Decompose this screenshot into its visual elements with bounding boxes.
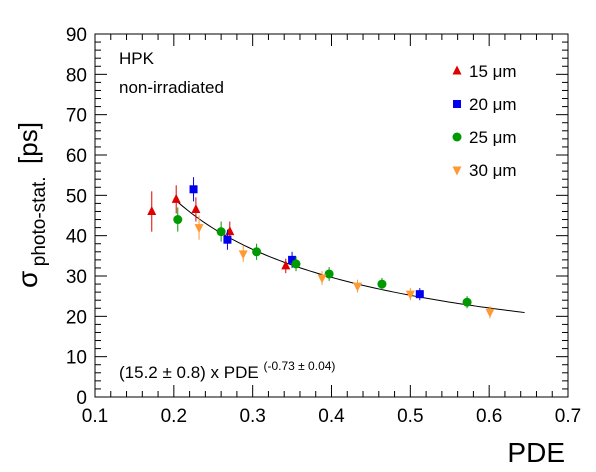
data-point: [191, 203, 201, 213]
data-points: [147, 177, 495, 319]
x-tick-labels: 0.1 0.2 0.3 0.4 0.5 0.6 0.7: [82, 406, 581, 427]
data-point: [281, 260, 291, 270]
legend-label: 20 μm: [469, 95, 517, 114]
data-point: [238, 250, 248, 260]
y-tick-label: 70: [66, 106, 87, 127]
data-point: [225, 226, 235, 236]
series-3: [194, 215, 495, 319]
data-point: [377, 279, 387, 289]
y-axis-title-symbol: σ: [12, 271, 43, 288]
data-point: [324, 269, 334, 279]
axis-ticks: [94, 33, 569, 398]
x-axis-title: PDE: [507, 437, 565, 468]
data-point: [252, 247, 262, 257]
y-tick-label: 80: [66, 65, 87, 86]
y-axis-title-unit: [ps]: [13, 122, 43, 164]
y-tick-label: 20: [66, 307, 87, 328]
fit-formula-base: (15.2 ± 0.8) x PDE: [119, 363, 259, 382]
annotation-hpk: HPK: [119, 49, 155, 68]
legend-marker: [452, 166, 462, 176]
fit-line: [173, 198, 525, 314]
data-point: [189, 185, 198, 194]
y-axis-title: σ photo-stat. [ps]: [12, 122, 50, 288]
legend-label: 25 μm: [469, 128, 517, 147]
data-point: [194, 224, 204, 234]
y-tick-label: 90: [66, 25, 87, 46]
legend-label: 30 μm: [469, 161, 517, 180]
x-tick-label: 0.7: [555, 406, 581, 427]
data-point: [171, 193, 181, 203]
x-tick-label: 0.6: [476, 406, 502, 427]
data-point: [173, 215, 183, 225]
data-point: [223, 235, 232, 244]
y-axis-title-subscript: photo-stat.: [29, 176, 50, 266]
data-point: [485, 308, 495, 318]
fit-curve: [173, 198, 525, 314]
data-point: [291, 259, 301, 269]
y-tick-label: 40: [66, 227, 87, 248]
y-tick-label: 60: [66, 146, 87, 167]
x-tick-label: 0.1: [82, 406, 108, 427]
x-tick-label: 0.2: [161, 406, 187, 427]
legend-marker: [452, 65, 462, 75]
legend: 15 μm 20 μm 25 μm 30 μm: [452, 62, 517, 180]
y-tick-label: 10: [66, 348, 87, 369]
data-point: [415, 290, 424, 299]
data-point: [216, 227, 226, 237]
data-point: [462, 297, 472, 307]
series-2: [173, 207, 472, 309]
legend-marker: [453, 100, 461, 108]
x-tick-label: 0.4: [318, 406, 345, 427]
y-tick-labels: 0 10 20 30 40 50 60 70 80 90: [66, 25, 87, 409]
fit-formula-exponent: (-0.73 ± 0.04): [263, 359, 335, 373]
data-point: [317, 274, 327, 284]
data-point: [405, 290, 415, 300]
fit-formula: (15.2 ± 0.8) x PDE (-0.73 ± 0.04): [119, 359, 335, 382]
y-tick-label: 30: [66, 267, 87, 288]
legend-label: 15 μm: [469, 62, 517, 81]
data-point: [288, 255, 297, 264]
annotation-non-irradiated: non-irradiated: [119, 78, 224, 97]
data-point: [353, 282, 363, 292]
x-tick-label: 0.5: [397, 406, 423, 427]
x-tick-label: 0.3: [239, 406, 265, 427]
data-point: [147, 205, 157, 215]
y-tick-label: 50: [66, 186, 87, 207]
legend-marker: [452, 132, 462, 142]
y-tick-label: 0: [76, 388, 87, 409]
series-1: [189, 177, 424, 301]
